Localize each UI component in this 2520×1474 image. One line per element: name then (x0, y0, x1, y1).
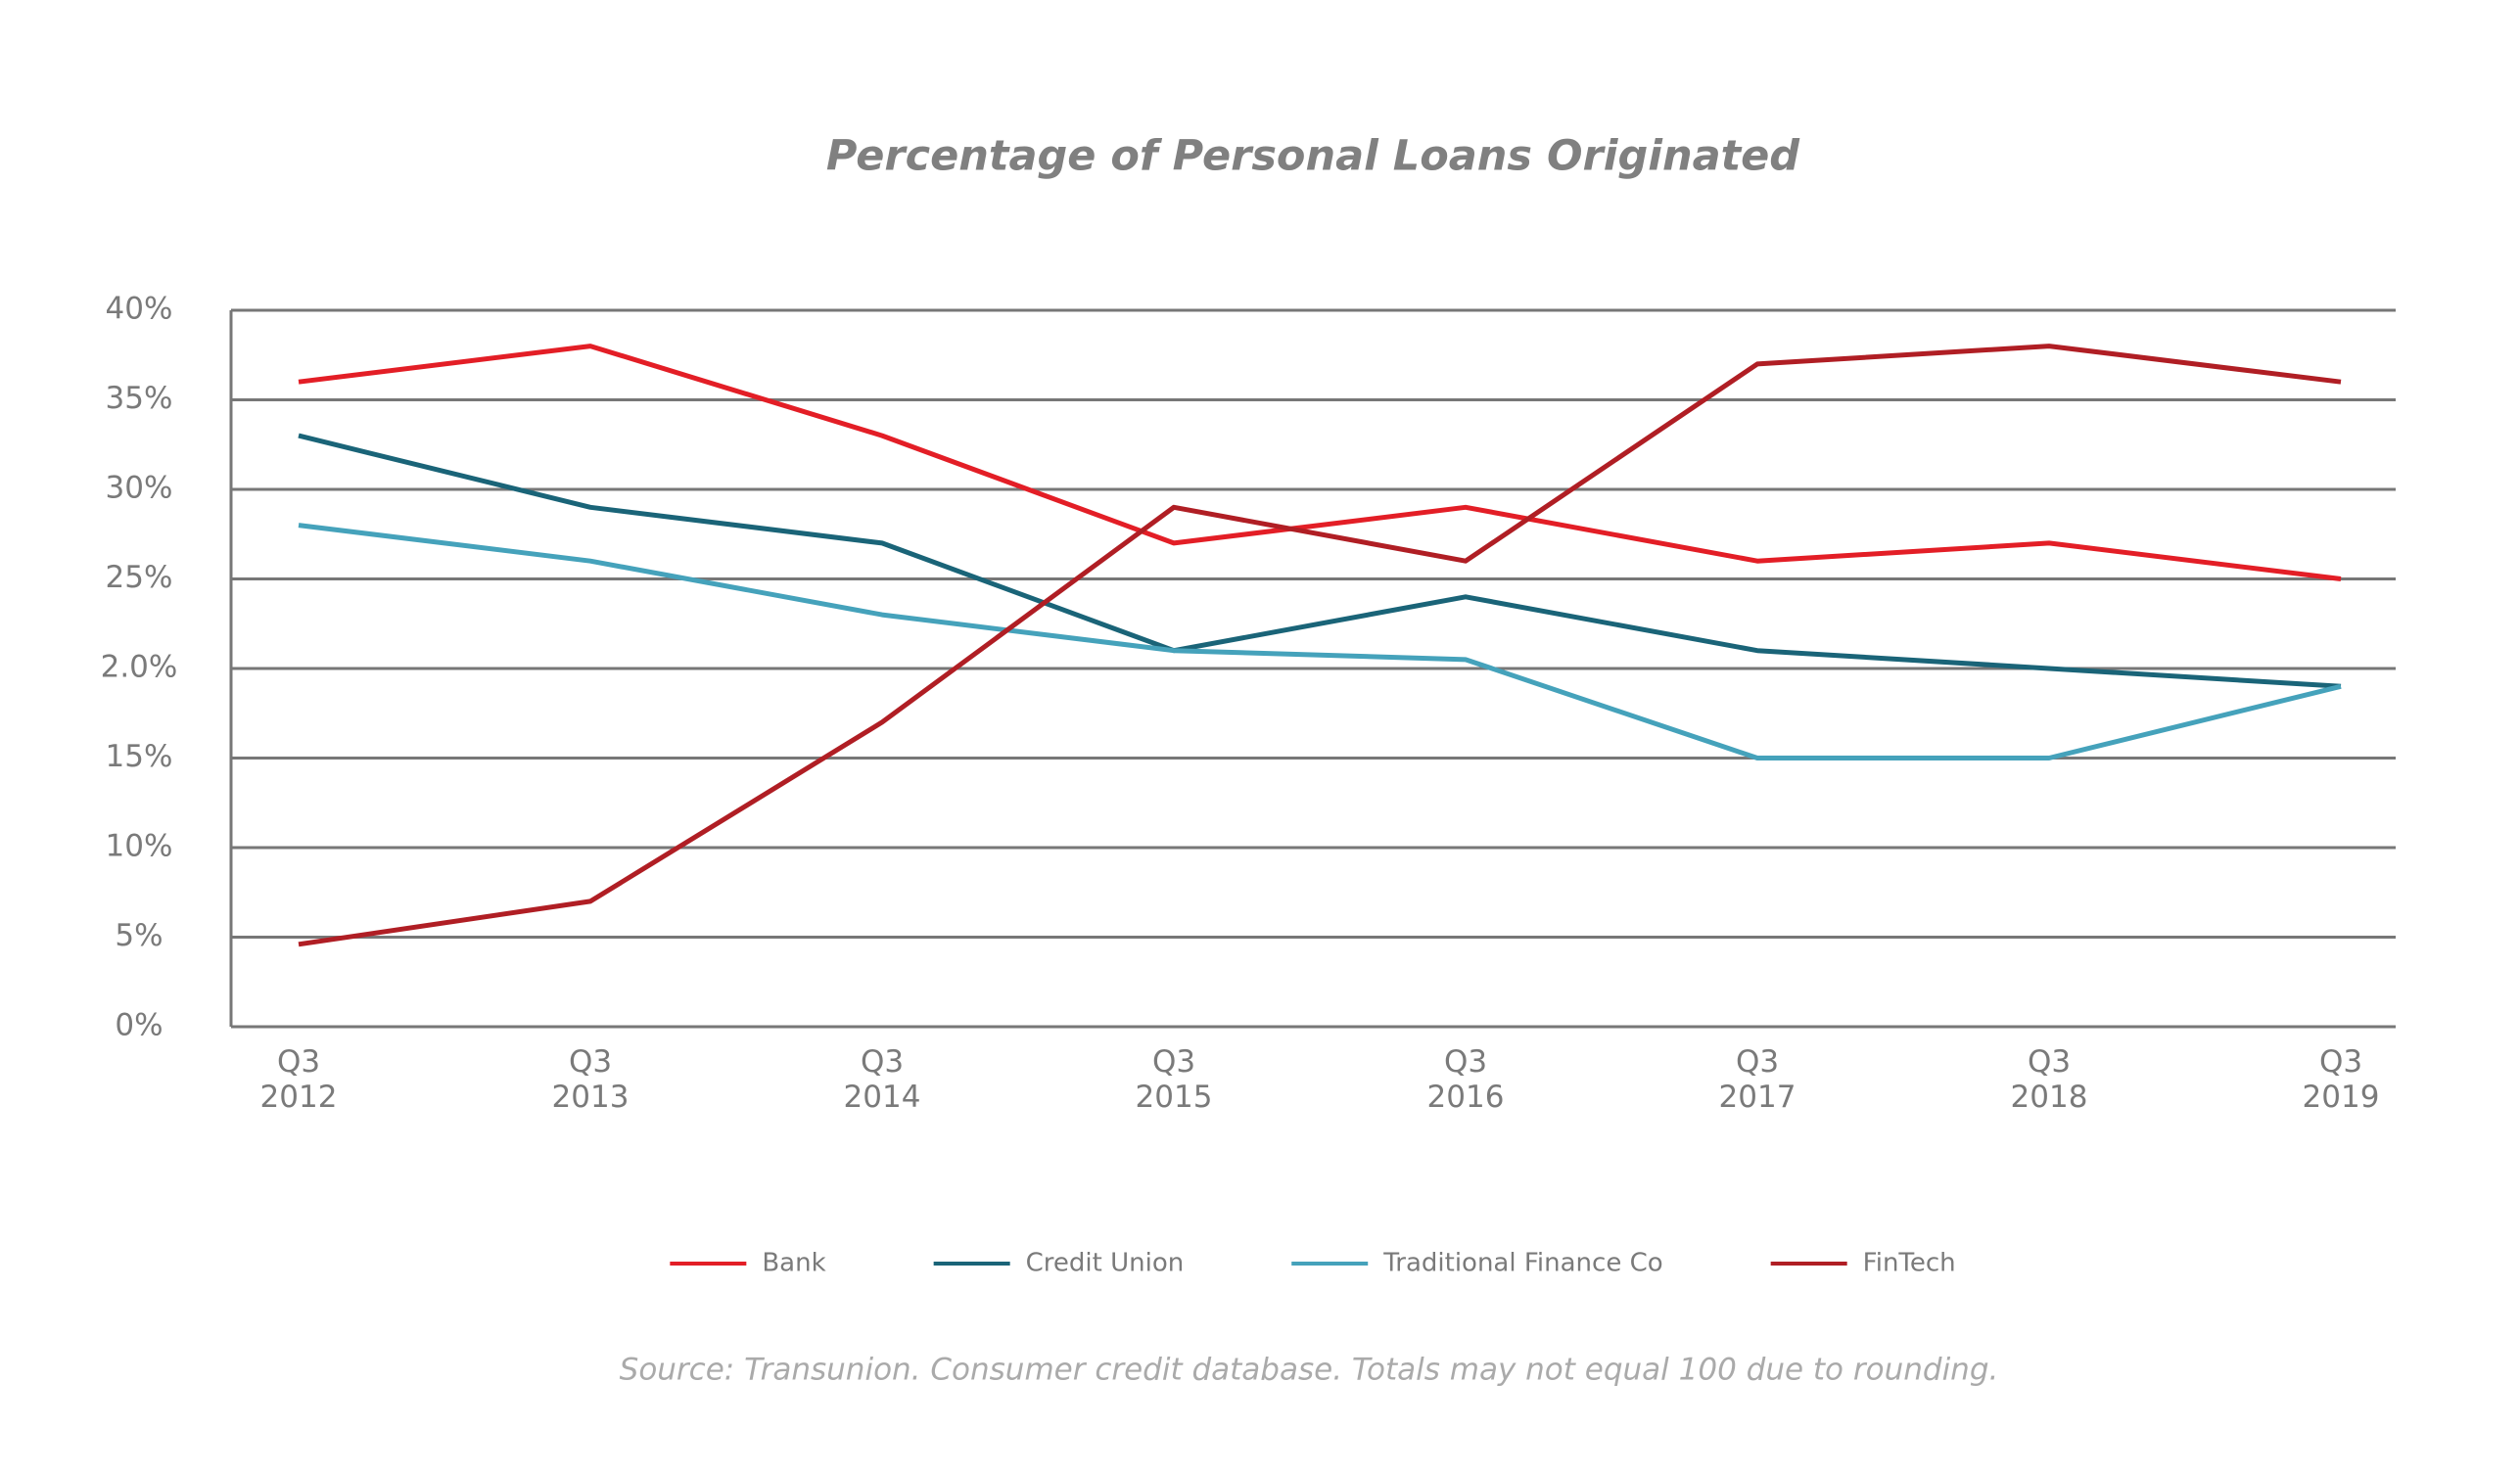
x-tick-label: Q3 2016 (1426, 1044, 1505, 1115)
legend-label: Bank (762, 1249, 825, 1278)
y-tick-label: 40% (106, 292, 173, 327)
series-line (298, 433, 2342, 689)
x-tick-label: Q3 2012 (259, 1044, 338, 1115)
legend-label: FinTech (1863, 1249, 1956, 1278)
y-tick-label: 25% (106, 560, 173, 595)
series-line (298, 344, 2342, 947)
x-tick-label: Q3 2013 (551, 1044, 630, 1115)
y-tick-label: 30% (106, 471, 173, 506)
x-tick-label: Q3 2017 (1718, 1044, 1797, 1115)
series-line (298, 523, 2342, 760)
y-tick-label: 35% (106, 381, 173, 416)
y-tick-label: 0% (115, 1008, 163, 1043)
series-line (298, 344, 2342, 581)
y-tick-label: 2.0% (101, 650, 178, 685)
x-tick-label: Q3 2015 (1135, 1044, 1213, 1115)
legend-label: Traditional Finance Co (1382, 1249, 1662, 1278)
y-tick-label: 10% (106, 829, 173, 864)
y-tick-label: 5% (115, 918, 163, 953)
x-tick-label: Q3 2014 (843, 1044, 921, 1115)
source-note: Source: Transunion. Consumer credit data… (620, 1353, 1999, 1388)
y-tick-label: 15% (106, 739, 173, 774)
x-tick-label: Q3 2019 (2302, 1044, 2380, 1115)
x-tick-label: Q3 2018 (2010, 1044, 2088, 1115)
chart-title: Percentage of Personal Loans Originated (826, 132, 1800, 181)
legend-label: Credit Union (1026, 1249, 1185, 1278)
